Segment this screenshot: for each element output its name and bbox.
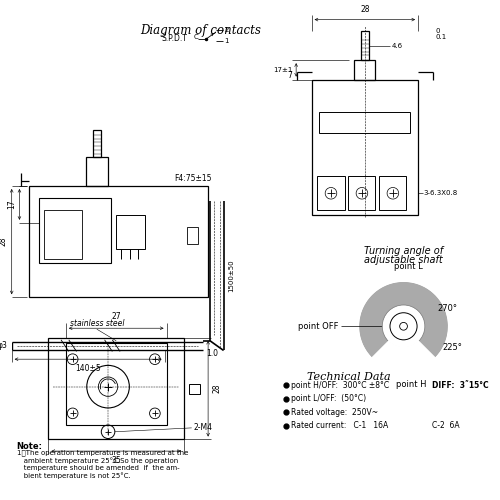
Text: adjustable shaft: adjustable shaft: [364, 256, 443, 266]
Bar: [29, 186, 208, 298]
Text: 1、The operation temperature is measured at the: 1、The operation temperature is measured …: [16, 449, 188, 456]
Circle shape: [382, 305, 425, 348]
Text: 17±1: 17±1: [273, 67, 292, 73]
Text: 2: 2: [224, 27, 229, 33]
Text: 140±5: 140±5: [76, 364, 101, 373]
Text: 270°: 270°: [438, 304, 458, 314]
Text: Rated current:   C-1   16A: Rated current: C-1 16A: [292, 422, 388, 430]
Bar: [187, 226, 198, 244]
Bar: [86, 157, 108, 186]
Text: φ3: φ3: [0, 341, 8, 350]
Text: 3-6.3X0.8: 3-6.3X0.8: [424, 190, 458, 196]
Text: bient temperature is not 25°C.: bient temperature is not 25°C.: [16, 472, 130, 479]
Bar: [93, 130, 102, 157]
Bar: [39, 198, 112, 264]
Text: point H: point H: [396, 380, 426, 388]
Bar: [348, 176, 376, 210]
Text: 35: 35: [112, 456, 121, 465]
Bar: [354, 60, 376, 80]
Text: Turning angle of: Turning angle of: [364, 246, 443, 256]
Text: ambient temperature 25°C.So the operation: ambient temperature 25°C.So the operatio…: [16, 457, 178, 464]
Text: S.P.D.T: S.P.D.T: [162, 34, 188, 43]
Polygon shape: [360, 283, 447, 357]
Text: 0.1: 0.1: [436, 34, 446, 40]
Bar: [320, 112, 410, 133]
Text: C: C: [194, 34, 198, 40]
Bar: [48, 338, 184, 440]
Text: Note:: Note:: [16, 442, 42, 452]
Text: Rated voltage:  250V~: Rated voltage: 250V~: [292, 408, 378, 417]
Text: 28: 28: [213, 384, 222, 394]
Bar: [361, 31, 368, 60]
Bar: [380, 176, 406, 210]
Bar: [318, 176, 344, 210]
Text: 0: 0: [436, 28, 440, 34]
Text: F4:75±15: F4:75±15: [174, 174, 212, 183]
Text: 4.6: 4.6: [392, 42, 403, 48]
Text: Diagram of contacts: Diagram of contacts: [140, 24, 261, 38]
Text: 1.0: 1.0: [206, 349, 218, 358]
Text: point L: point L: [394, 262, 422, 271]
Text: 2-M4: 2-M4: [194, 424, 212, 432]
Text: point OFF: point OFF: [298, 322, 339, 331]
Text: DIFF:  3˜15°C: DIFF: 3˜15°C: [432, 381, 488, 390]
Circle shape: [390, 312, 417, 340]
Bar: [66, 342, 166, 425]
Text: 28: 28: [360, 5, 370, 14]
Polygon shape: [371, 340, 436, 372]
Bar: [189, 384, 200, 394]
Text: stainless steel: stainless steel: [70, 319, 124, 328]
Circle shape: [400, 322, 407, 330]
Text: 28: 28: [0, 237, 8, 246]
Bar: [116, 215, 145, 249]
Text: 1500±50: 1500±50: [228, 259, 234, 292]
Text: C-2  6A: C-2 6A: [432, 422, 459, 430]
Text: point H/OFF:  300°C ±8°C: point H/OFF: 300°C ±8°C: [292, 381, 390, 390]
Text: 225°: 225°: [442, 343, 462, 352]
Text: temperature should be amended  if  the am-: temperature should be amended if the am-: [16, 464, 179, 470]
Bar: [312, 80, 418, 215]
Text: point L/OFF:  (50°C): point L/OFF: (50°C): [292, 394, 366, 404]
Text: 1: 1: [224, 38, 229, 44]
Text: 7: 7: [288, 71, 292, 80]
Text: 27: 27: [112, 312, 121, 322]
Bar: [44, 210, 82, 258]
Text: Technical Data: Technical Data: [306, 372, 390, 382]
Text: 17: 17: [8, 200, 16, 209]
